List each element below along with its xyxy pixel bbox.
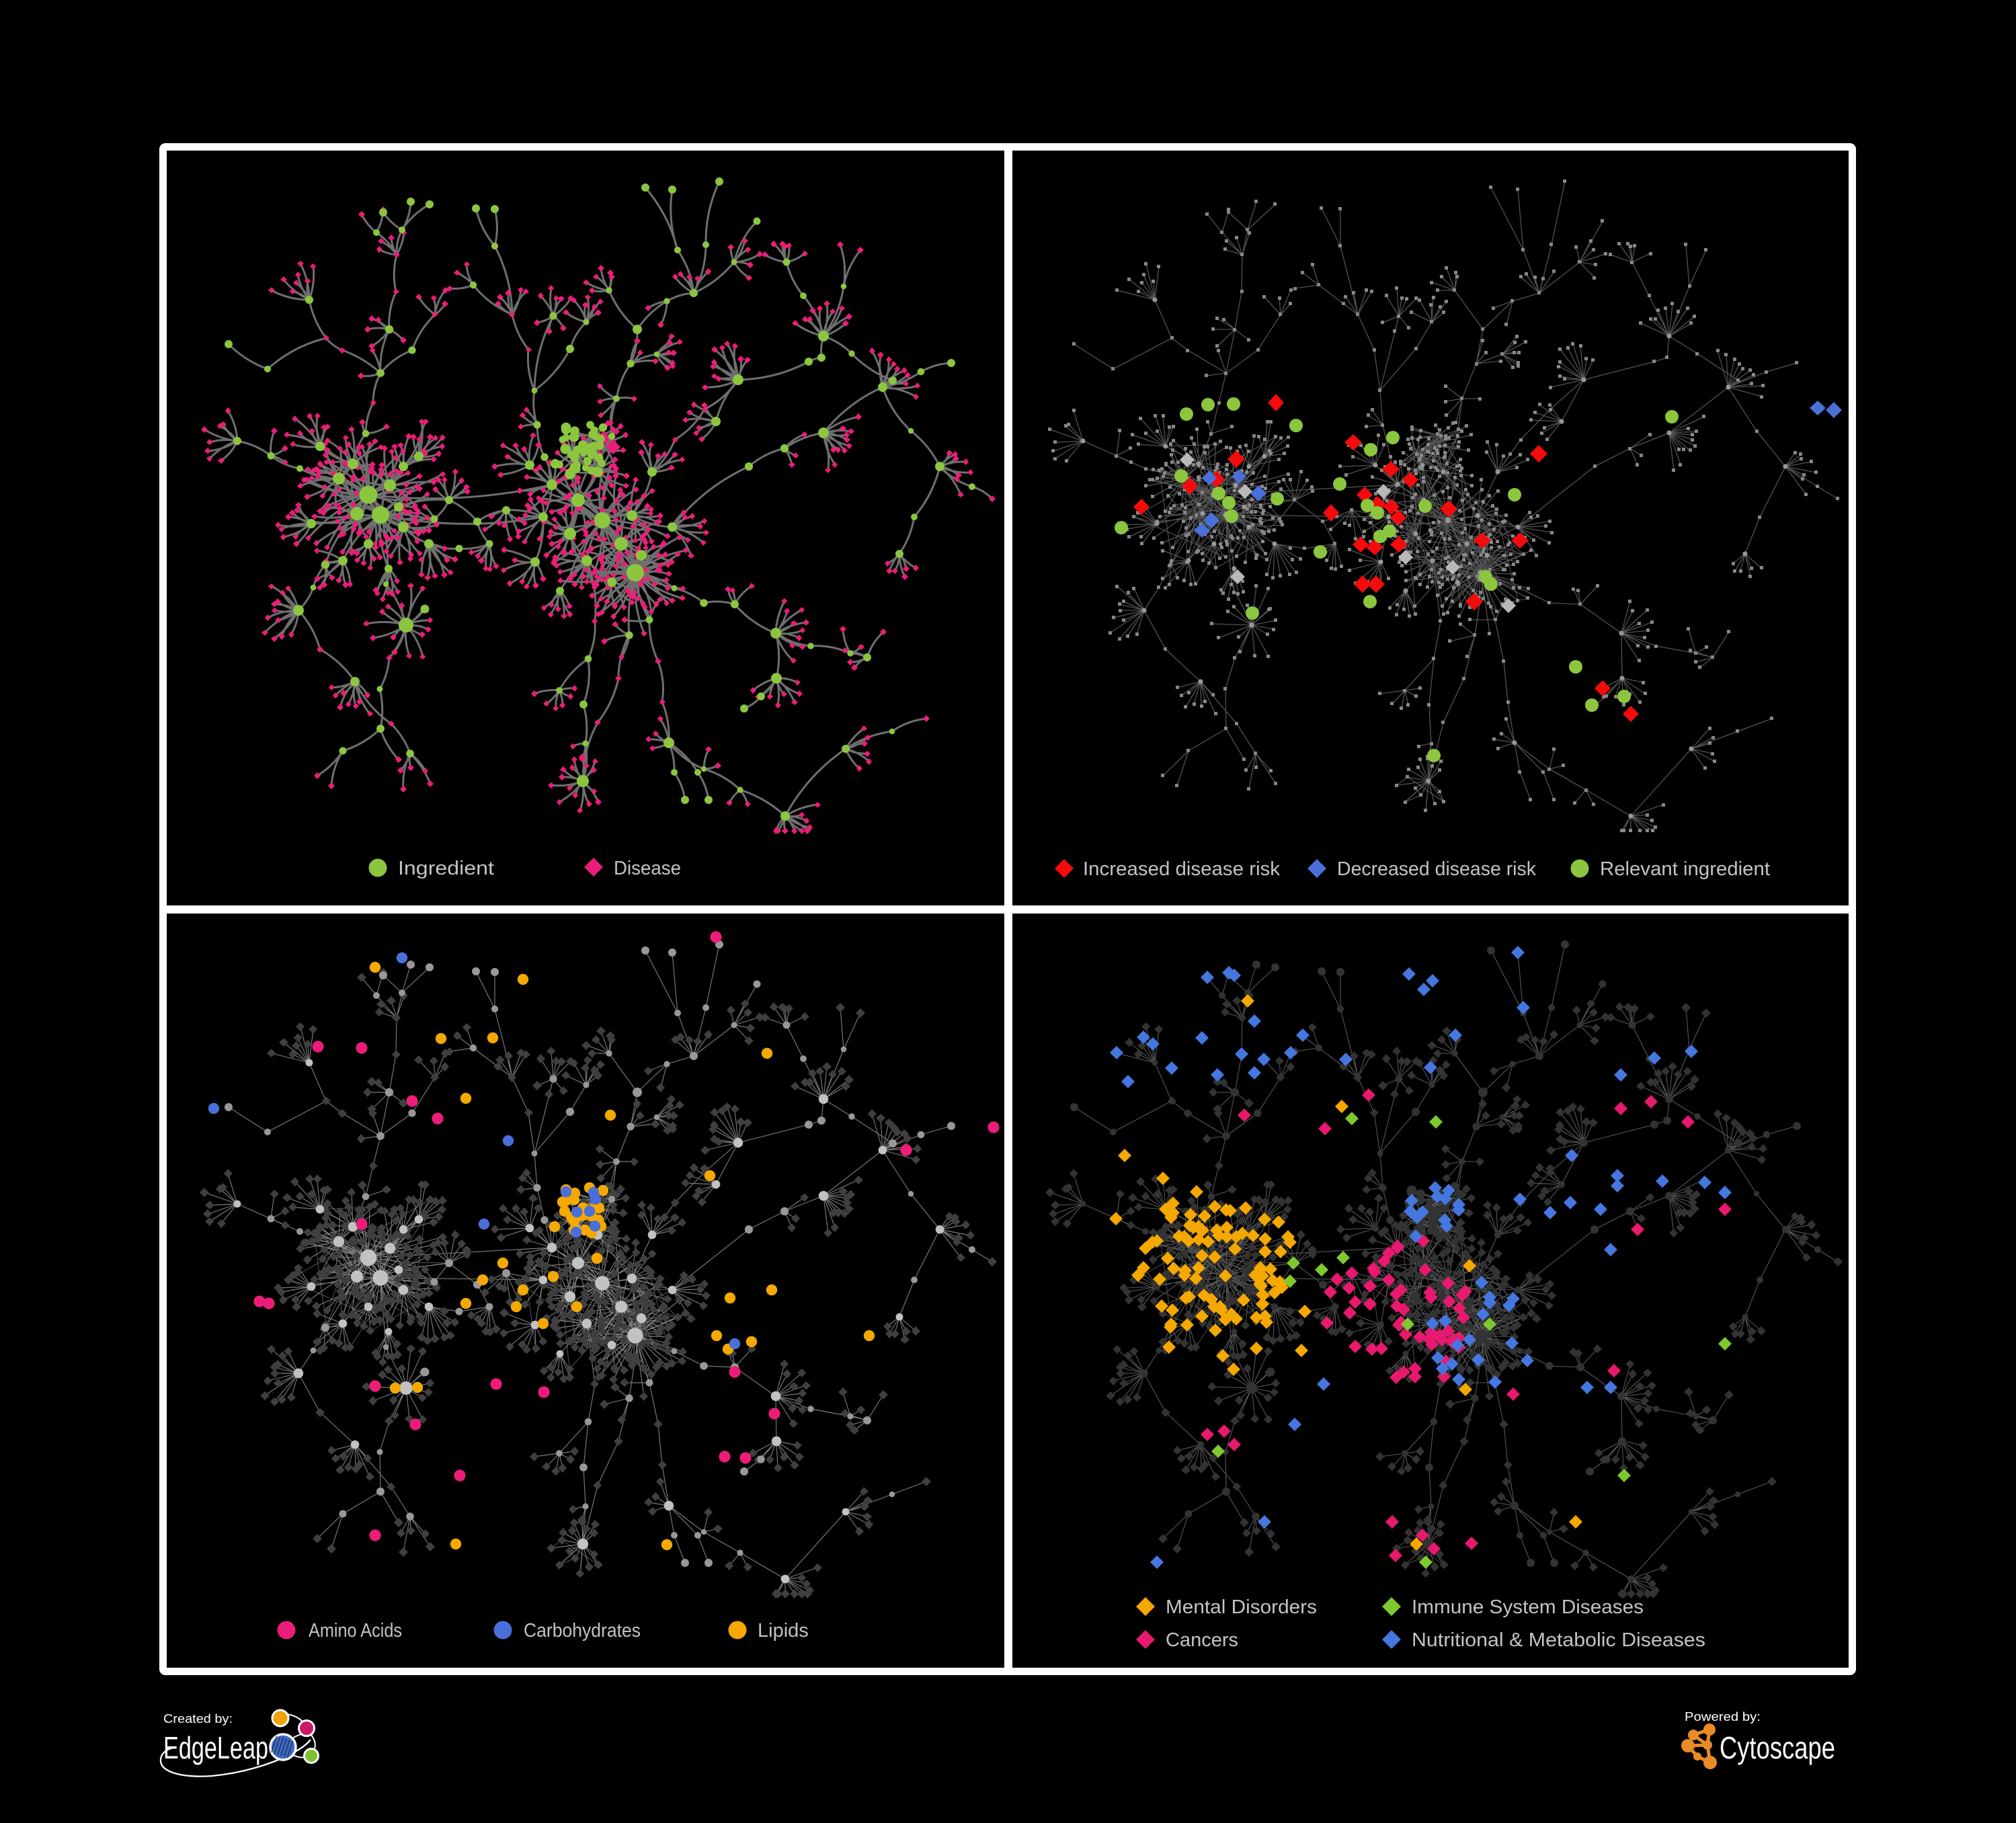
svg-text:Cytoscape: Cytoscape — [1720, 1730, 1835, 1765]
svg-text:Lipids: Lipids — [758, 1620, 809, 1642]
svg-text:Increased disease risk: Increased disease risk — [1083, 858, 1281, 880]
svg-text:Created by:: Created by: — [163, 1712, 233, 1726]
svg-text:Decreased disease risk: Decreased disease risk — [1337, 858, 1536, 880]
svg-text:Powered by:: Powered by: — [1685, 1710, 1761, 1724]
svg-text:Ingredient: Ingredient — [398, 858, 494, 879]
svg-text:Disease: Disease — [614, 858, 681, 879]
svg-text:Carbohydrates: Carbohydrates — [524, 1620, 641, 1642]
svg-text:Cancers: Cancers — [1166, 1629, 1238, 1651]
svg-text:Nutritional & Metabolic Diseas: Nutritional & Metabolic Diseases — [1412, 1629, 1705, 1651]
svg-text:Relevant ingredient: Relevant ingredient — [1600, 858, 1770, 880]
svg-text:Immune System Diseases: Immune System Diseases — [1412, 1596, 1644, 1618]
svg-text:EdgeLeap: EdgeLeap — [163, 1730, 268, 1765]
svg-text:Amino Acids: Amino Acids — [309, 1620, 402, 1642]
svg-text:Mental Disorders: Mental Disorders — [1166, 1596, 1317, 1618]
